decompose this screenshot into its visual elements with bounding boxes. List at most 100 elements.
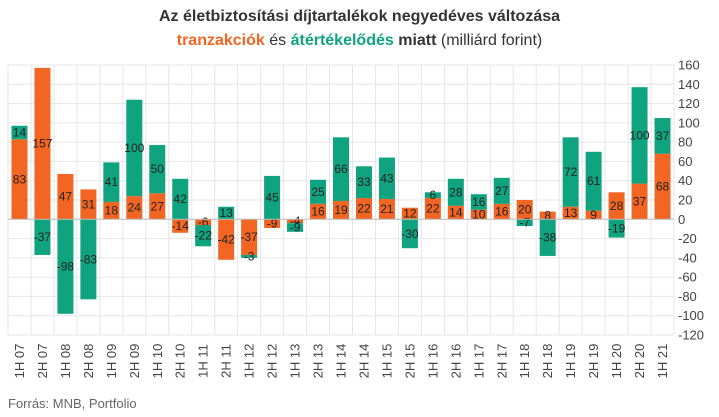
x-tick-label: 2H 10 — [173, 344, 188, 379]
y-tick-label: 80 — [678, 135, 692, 150]
bar-tranzakciok — [264, 219, 281, 228]
bar-tranzakciok — [470, 209, 487, 220]
x-tick-label: 1H 17 — [471, 344, 486, 379]
x-tick-label: 2H 07 — [35, 344, 50, 379]
y-tick-label: 60 — [678, 154, 692, 169]
source-note: Forrás: MNB, Portfolio — [8, 396, 137, 411]
data-label-tranzakciok: 9 — [590, 208, 597, 222]
data-label-atertekelodes: -98 — [57, 260, 75, 274]
x-tick-label: 1H 11 — [196, 344, 211, 378]
bar-tranzakciok — [585, 210, 602, 220]
data-label-atertekelodes: 61 — [587, 174, 601, 188]
y-tick-label: -20 — [678, 231, 697, 246]
y-tick-label: -40 — [678, 250, 697, 265]
data-label-atertekelodes: 43 — [380, 171, 394, 185]
y-tick-label: 140 — [678, 77, 700, 92]
data-label-tranzakciok: 37 — [633, 194, 647, 208]
x-tick-label: 1H 19 — [563, 344, 578, 379]
y-tick-label: 160 — [678, 58, 700, 73]
bar-atertekelodes — [654, 118, 671, 154]
data-label-atertekelodes: 66 — [334, 162, 348, 176]
data-label-tranzakciok: 13 — [564, 206, 578, 220]
data-label-tranzakciok: 19 — [334, 203, 348, 217]
x-tick-label: 2H 20 — [632, 344, 647, 379]
bar-atertekelodes — [218, 206, 235, 220]
bar-atertekelodes — [562, 137, 579, 207]
bar-atertekelodes — [310, 179, 327, 204]
subtitle-connector: és — [264, 32, 291, 49]
bar-tranzakciok — [80, 189, 97, 220]
data-label-tranzakciok: 21 — [380, 202, 394, 216]
bar-atertekelodes — [424, 192, 441, 199]
data-label-tranzakciok: 22 — [426, 202, 440, 216]
bar-atertekelodes — [126, 99, 143, 197]
bar-tranzakciok — [539, 211, 556, 220]
bar-tranzakciok — [654, 153, 671, 220]
bar-tranzakciok — [631, 183, 648, 220]
bar-atertekelodes — [149, 145, 166, 194]
data-label-atertekelodes: 16 — [472, 195, 486, 209]
y-tick-label: 120 — [678, 96, 700, 111]
bar-atertekelodes — [34, 219, 51, 255]
data-label-tranzakciok: -4 — [290, 214, 301, 228]
data-label-atertekelodes: 25 — [311, 185, 325, 199]
data-label-tranzakciok: 8 — [544, 208, 551, 222]
y-tick-label: 0 — [678, 212, 685, 227]
bar-tranzakciok — [493, 203, 510, 220]
x-tick-label: 1H 15 — [379, 344, 394, 379]
data-label-tranzakciok: -37 — [240, 230, 258, 244]
data-label-tranzakciok: 22 — [357, 202, 371, 216]
data-label-atertekelodes: 41 — [105, 175, 119, 189]
bar-tranzakciok — [424, 198, 441, 220]
data-label-atertekelodes: 72 — [564, 165, 578, 179]
data-label-tranzakciok: 10 — [472, 207, 486, 221]
bar-tranzakciok — [218, 219, 235, 260]
x-tick-label: 1H 08 — [58, 344, 73, 379]
data-label-tranzakciok: 24 — [128, 201, 142, 215]
y-tick-label: 40 — [678, 173, 692, 188]
bar-tranzakciok — [608, 192, 625, 220]
bar-atertekelodes — [333, 137, 349, 201]
x-tick-label: 2H 18 — [540, 344, 555, 379]
bar-tranzakciok — [149, 193, 166, 220]
data-label-tranzakciok: 18 — [105, 204, 119, 218]
subtitle-bold-tail: miatt — [393, 32, 437, 49]
data-label-atertekelodes: -22 — [195, 229, 213, 243]
data-label-tranzakciok: 68 — [656, 180, 670, 194]
bar-tranzakciok — [34, 67, 51, 220]
bar-tranzakciok — [57, 173, 74, 220]
y-tick-label: -120 — [678, 328, 704, 343]
x-tick-label: 1H 12 — [242, 344, 257, 379]
x-tick-label: 1H 14 — [334, 344, 349, 379]
data-label-atertekelodes: -30 — [401, 227, 419, 241]
bar-atertekelodes — [11, 125, 28, 140]
data-label-atertekelodes: 45 — [265, 191, 279, 205]
data-label-tranzakciok: 31 — [82, 197, 96, 211]
bar-tranzakciok — [195, 219, 212, 226]
data-label-tranzakciok: 28 — [610, 199, 624, 213]
bar-tranzakciok — [378, 199, 395, 220]
data-label-tranzakciok: -6 — [198, 215, 209, 229]
x-tick-label: 1H 09 — [104, 344, 119, 379]
bar-atertekelodes — [378, 157, 395, 200]
bar-tranzakciok — [447, 205, 464, 220]
chart-title: Az életbiztosítási díjtartalékok negyedé… — [158, 8, 561, 25]
data-label-atertekelodes: 6 — [430, 188, 437, 202]
bar-atertekelodes — [585, 151, 602, 211]
data-label-tranzakciok: -14 — [172, 219, 190, 233]
x-tick-label: 1H 18 — [517, 344, 532, 379]
bar-atertekelodes — [493, 177, 510, 204]
y-tick-label: -80 — [678, 289, 697, 304]
bar-atertekelodes — [172, 178, 189, 220]
bar-atertekelodes — [195, 225, 212, 247]
x-tick-label: 1H 16 — [425, 344, 440, 379]
bar-atertekelodes — [355, 166, 372, 199]
data-label-atertekelodes: 33 — [357, 175, 371, 189]
data-label-tranzakciok: 47 — [59, 190, 73, 204]
data-label-tranzakciok: 83 — [13, 172, 27, 186]
x-tick-label: 1H 20 — [609, 344, 624, 379]
x-tick-label: 1H 10 — [150, 344, 165, 379]
data-label-atertekelodes: 28 — [449, 185, 463, 199]
y-tick-label: -60 — [678, 270, 697, 285]
